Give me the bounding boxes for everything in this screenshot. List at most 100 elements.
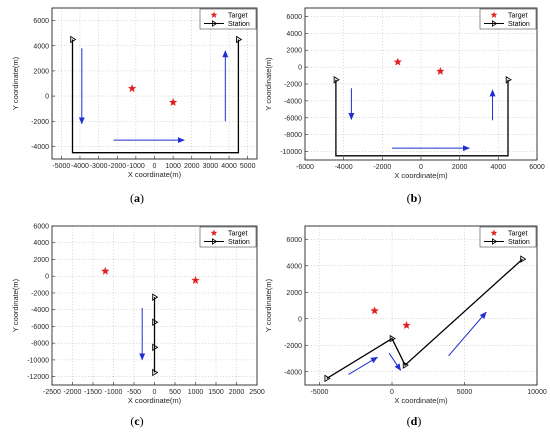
x-tick-label: 0 [390,389,394,396]
target-marker [101,266,110,275]
x-tick-label: -2000 [64,389,82,396]
station-path [335,79,509,157]
x-tick-label: 4000 [491,164,507,171]
station-path [326,258,523,379]
target-marker [393,57,403,66]
legend-station-label: Station [508,239,530,246]
x-tick-label: -4000 [335,164,353,171]
y-tick-label: 4000 [33,43,49,50]
y-axis-label: Y coordinate(m) [264,278,273,332]
x-tick-label: -1000 [127,163,145,170]
x-tick-label: 2500 [249,389,265,396]
legend-target-label: Target [508,231,528,238]
x-tick-label: -4000 [71,163,89,170]
legend-target-label: Target [228,13,248,20]
legend-station-label: Station [228,239,250,246]
x-tick-label: 2000 [452,164,468,171]
target-marker [436,66,445,75]
x-tick-label: -5000 [52,163,70,170]
x-tick-label: 0 [153,389,157,396]
x-tick-label: -2000 [373,164,391,171]
x-tick-label: 0 [419,164,423,171]
target-marker [168,97,178,106]
plot-border [304,225,538,386]
y-tick-label: -8000 [31,341,49,348]
x-tick-label: 5000 [240,163,256,170]
y-tick-label: -2000 [31,290,49,297]
x-tick-label: -2500 [43,389,61,396]
motion-arrow [448,311,487,357]
target-marker [402,320,411,329]
panel-b: -6000 -4000 -2000 0 2000 4000 6000 -10000 -8000 -… [264,7,545,180]
legend-target-icon [490,229,498,236]
y-tick-label: 2000 [33,257,49,264]
y-tick-label: -12000 [27,374,49,381]
panel-b-label: (b) [407,191,422,205]
x-tick-label: 10000 [527,389,547,396]
x-tick-label: -5000 [311,389,329,396]
x-tick-label: 1000 [165,163,181,170]
x-axis-label: X coordinate(m) [394,171,448,180]
y-tick-label: -2000 [284,343,302,350]
plot-area [304,225,538,386]
x-tick-label: 3000 [203,163,219,170]
x-tick-label: -500 [127,389,141,396]
target-marker [127,84,137,93]
y-tick-label: -6000 [284,115,302,122]
x-tick-label: 1500 [208,389,224,396]
x-tick-label: 500 [169,389,181,396]
station-marker [402,361,409,369]
target-marker [370,306,379,315]
x-tick-label: 2000 [184,163,200,170]
station-marker [152,293,159,301]
y-axis-label: Y coordinate(m) [264,57,273,111]
x-axis-label: X coordinate(m) [128,170,182,179]
legend-target-label: Target [228,231,248,238]
station-marker [389,334,396,343]
target-marker [191,275,200,284]
panel-d-label: (d) [407,414,422,428]
x-tick-label: 5000 [457,389,473,396]
y-tick-label: -2000 [31,119,49,126]
x-tick-label: 0 [153,163,157,170]
panel-a-label: (a) [130,191,144,205]
station-marker [505,75,512,84]
x-axis-label: X coordinate(m) [128,396,182,405]
station-marker [324,374,331,383]
x-tick-label: -2000 [108,163,126,170]
y-tick-label: -4000 [31,144,49,151]
y-tick-label: 0 [45,94,49,101]
y-tick-label: 2000 [33,68,49,75]
station-marker [333,75,340,84]
x-tick-label: 2000 [229,389,245,396]
y-axis-label: Y coordinate(m) [11,56,20,110]
station-marker [70,35,77,44]
station-marker [520,255,527,263]
legend-target-icon [210,229,218,236]
legend-station-label: Station [228,21,250,28]
y-axis-label: Y coordinate(m) [11,278,20,332]
x-tick-label: -1500 [84,389,102,396]
y-tick-label: 2000 [286,48,302,55]
y-tick-label: -6000 [31,324,49,331]
x-tick-label: 1000 [188,389,204,396]
y-tick-label: -4000 [284,98,302,105]
y-tick-label: 4000 [286,31,302,38]
motion-arrow [388,352,402,371]
panel-a: -5000 -4000 -3000 -2000 -1000 0 1000 2000 3000 40… [11,7,258,179]
legend-target-icon [490,11,498,18]
x-tick-label: 4000 [221,163,237,170]
y-tick-label: 0 [45,274,49,281]
y-tick-label: 2000 [286,290,302,297]
legend-target-label: Target [508,13,528,20]
x-tick-label: -1000 [105,389,123,396]
panel-c-label: (c) [130,414,143,428]
panel-c: -2500 -2000 -1500 -1000 -500 0 500 1000 1500 2000… [11,224,265,406]
station-marker [152,318,159,327]
legend-station-icon [212,20,218,27]
station-marker [152,343,159,352]
y-tick-label: 6000 [33,18,49,25]
motion-arrow [348,356,378,375]
y-tick-label: -10000 [27,357,49,364]
